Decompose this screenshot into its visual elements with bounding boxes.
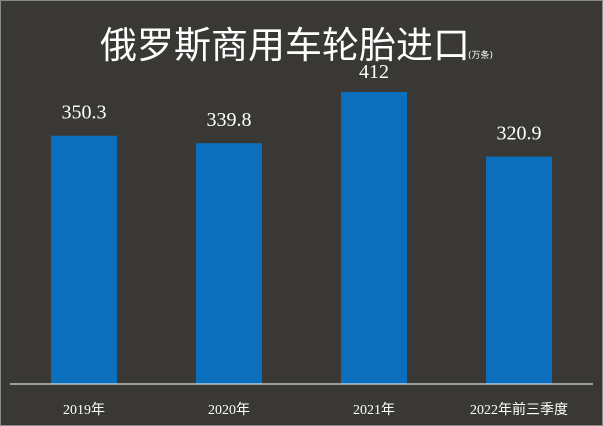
value-label-3: 412 [359,61,389,83]
x-tick-label-2: 2020年 [208,402,250,418]
value-label-1: 350.3 [62,102,107,124]
bars-layer: 350.3 2019年 339.8 2020年 412 2021年 320.9 2022年前三… [51,61,568,418]
x-tick-label-4: 2022年前三季度 [470,401,568,418]
bar-1 [51,135,117,384]
value-label-4: 320.9 [497,123,542,145]
x-tick-label-1: 2019年 [63,402,105,418]
x-tick-label-3: 2021年 [353,402,395,418]
unit-label: (万条) [468,49,493,61]
value-label-2: 339.8 [207,109,252,131]
chart-title: 俄罗斯商用车轮胎进口 [100,24,470,67]
bar-3 [341,92,407,384]
bar-2 [196,143,262,384]
bar-4 [486,156,552,384]
